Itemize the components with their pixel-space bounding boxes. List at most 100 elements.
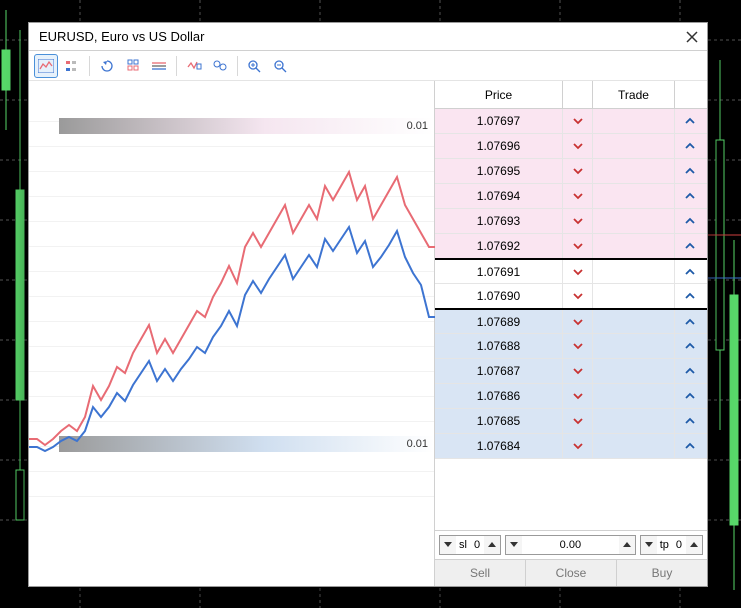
buy-at-price-button[interactable] [675, 209, 705, 233]
dom-toggle[interactable] [60, 54, 84, 78]
sell-at-price-button[interactable] [563, 384, 593, 408]
price-cell: 1.07684 [435, 434, 563, 458]
buy-at-price-button[interactable] [675, 134, 705, 158]
price-cell: 1.07691 [435, 260, 563, 283]
lines-toggle[interactable] [147, 54, 171, 78]
trade-cell [593, 209, 675, 233]
buy-column-header [675, 81, 705, 108]
price-row: 1.07690 [435, 284, 707, 309]
sell-at-price-button[interactable] [563, 134, 593, 158]
price-table-body: 1.076971.076961.076951.076941.076931.076… [435, 109, 707, 530]
sell-column-header [563, 81, 593, 108]
tp-spinner[interactable]: tp 0 [640, 535, 703, 555]
sl-spinner[interactable]: sl 0 [439, 535, 501, 555]
refresh-button[interactable] [95, 54, 119, 78]
price-row: 1.07685 [435, 409, 707, 434]
price-row: 1.07694 [435, 184, 707, 209]
volume-toggle[interactable] [208, 54, 232, 78]
buy-at-price-button[interactable] [675, 359, 705, 383]
price-row: 1.07688 [435, 334, 707, 359]
sell-at-price-button[interactable] [563, 409, 593, 433]
trade-cell [593, 159, 675, 183]
close-order-button[interactable]: Close [526, 560, 617, 586]
buy-at-price-button[interactable] [675, 159, 705, 183]
price-header: Price [435, 81, 563, 108]
close-button[interactable] [683, 28, 701, 46]
price-cell: 1.07687 [435, 359, 563, 383]
sell-at-price-button[interactable] [563, 284, 593, 308]
toolbar-separator [237, 56, 238, 76]
sell-at-price-button[interactable] [563, 359, 593, 383]
price-cell: 1.07694 [435, 184, 563, 208]
sell-button[interactable]: Sell [435, 560, 526, 586]
price-cell: 1.07685 [435, 409, 563, 433]
price-cell: 1.07693 [435, 209, 563, 233]
tp-up-button[interactable] [686, 536, 702, 554]
buy-at-price-button[interactable] [675, 260, 705, 283]
price-cell: 1.07689 [435, 310, 563, 333]
zoom-out-button[interactable] [269, 54, 293, 78]
vol-down-button[interactable] [506, 536, 522, 554]
trade-cell [593, 260, 675, 283]
grid-toggle[interactable] [121, 54, 145, 78]
sell-at-price-button[interactable] [563, 109, 593, 133]
price-row: 1.07687 [435, 359, 707, 384]
vol-up-button[interactable] [619, 536, 635, 554]
price-cell: 1.07686 [435, 384, 563, 408]
buy-button[interactable]: Buy [617, 560, 707, 586]
tick-chart-area: 0.01 0.01 [29, 81, 435, 586]
trade-cell [593, 109, 675, 133]
trade-cell [593, 409, 675, 433]
price-row: 1.07691 [435, 259, 707, 284]
price-cell: 1.07688 [435, 334, 563, 358]
toolbar-separator [89, 56, 90, 76]
price-cell: 1.07697 [435, 109, 563, 133]
buy-at-price-button[interactable] [675, 434, 705, 458]
buy-at-price-button[interactable] [675, 384, 705, 408]
buy-at-price-button[interactable] [675, 409, 705, 433]
toolbar [29, 51, 707, 81]
price-row: 1.07693 [435, 209, 707, 234]
tick-chart [29, 81, 435, 501]
buy-at-price-button[interactable] [675, 234, 705, 258]
price-row: 1.07692 [435, 234, 707, 259]
sell-at-price-button[interactable] [563, 434, 593, 458]
price-row: 1.07696 [435, 134, 707, 159]
sell-at-price-button[interactable] [563, 310, 593, 333]
tp-down-button[interactable] [641, 536, 657, 554]
main-content: 0.01 0.01 Price Trade 1.076971.076961.07… [29, 81, 707, 586]
sl-down-button[interactable] [440, 536, 456, 554]
price-table-header: Price Trade [435, 81, 707, 109]
price-cell: 1.07690 [435, 284, 563, 308]
sell-at-price-button[interactable] [563, 234, 593, 258]
price-row: 1.07697 [435, 109, 707, 134]
sl-up-button[interactable] [484, 536, 500, 554]
sell-at-price-button[interactable] [563, 209, 593, 233]
tick-chart-toggle[interactable] [34, 54, 58, 78]
buy-at-price-button[interactable] [675, 184, 705, 208]
volume-spinner[interactable]: 0.00 [505, 535, 636, 555]
tick-window: EURUSD, Euro vs US Dollar [28, 22, 708, 587]
titlebar: EURUSD, Euro vs US Dollar [29, 23, 707, 51]
zoom-in-button[interactable] [243, 54, 267, 78]
trade-cell [593, 284, 675, 308]
trade-cell [593, 334, 675, 358]
price-cell: 1.07692 [435, 234, 563, 258]
trade-cell [593, 434, 675, 458]
buy-at-price-button[interactable] [675, 284, 705, 308]
buy-at-price-button[interactable] [675, 109, 705, 133]
buy-at-price-button[interactable] [675, 310, 705, 333]
sell-at-price-button[interactable] [563, 260, 593, 283]
trade-cell [593, 134, 675, 158]
order-bottom-bar: sl 0 0.00 [435, 530, 707, 586]
trade-cell [593, 184, 675, 208]
price-row: 1.07686 [435, 384, 707, 409]
trade-cell [593, 359, 675, 383]
sell-at-price-button[interactable] [563, 184, 593, 208]
buy-at-price-button[interactable] [675, 334, 705, 358]
sell-at-price-button[interactable] [563, 334, 593, 358]
spread-toggle[interactable] [182, 54, 206, 78]
price-cell: 1.07696 [435, 134, 563, 158]
title-text: EURUSD, Euro vs US Dollar [39, 29, 204, 44]
sell-at-price-button[interactable] [563, 159, 593, 183]
